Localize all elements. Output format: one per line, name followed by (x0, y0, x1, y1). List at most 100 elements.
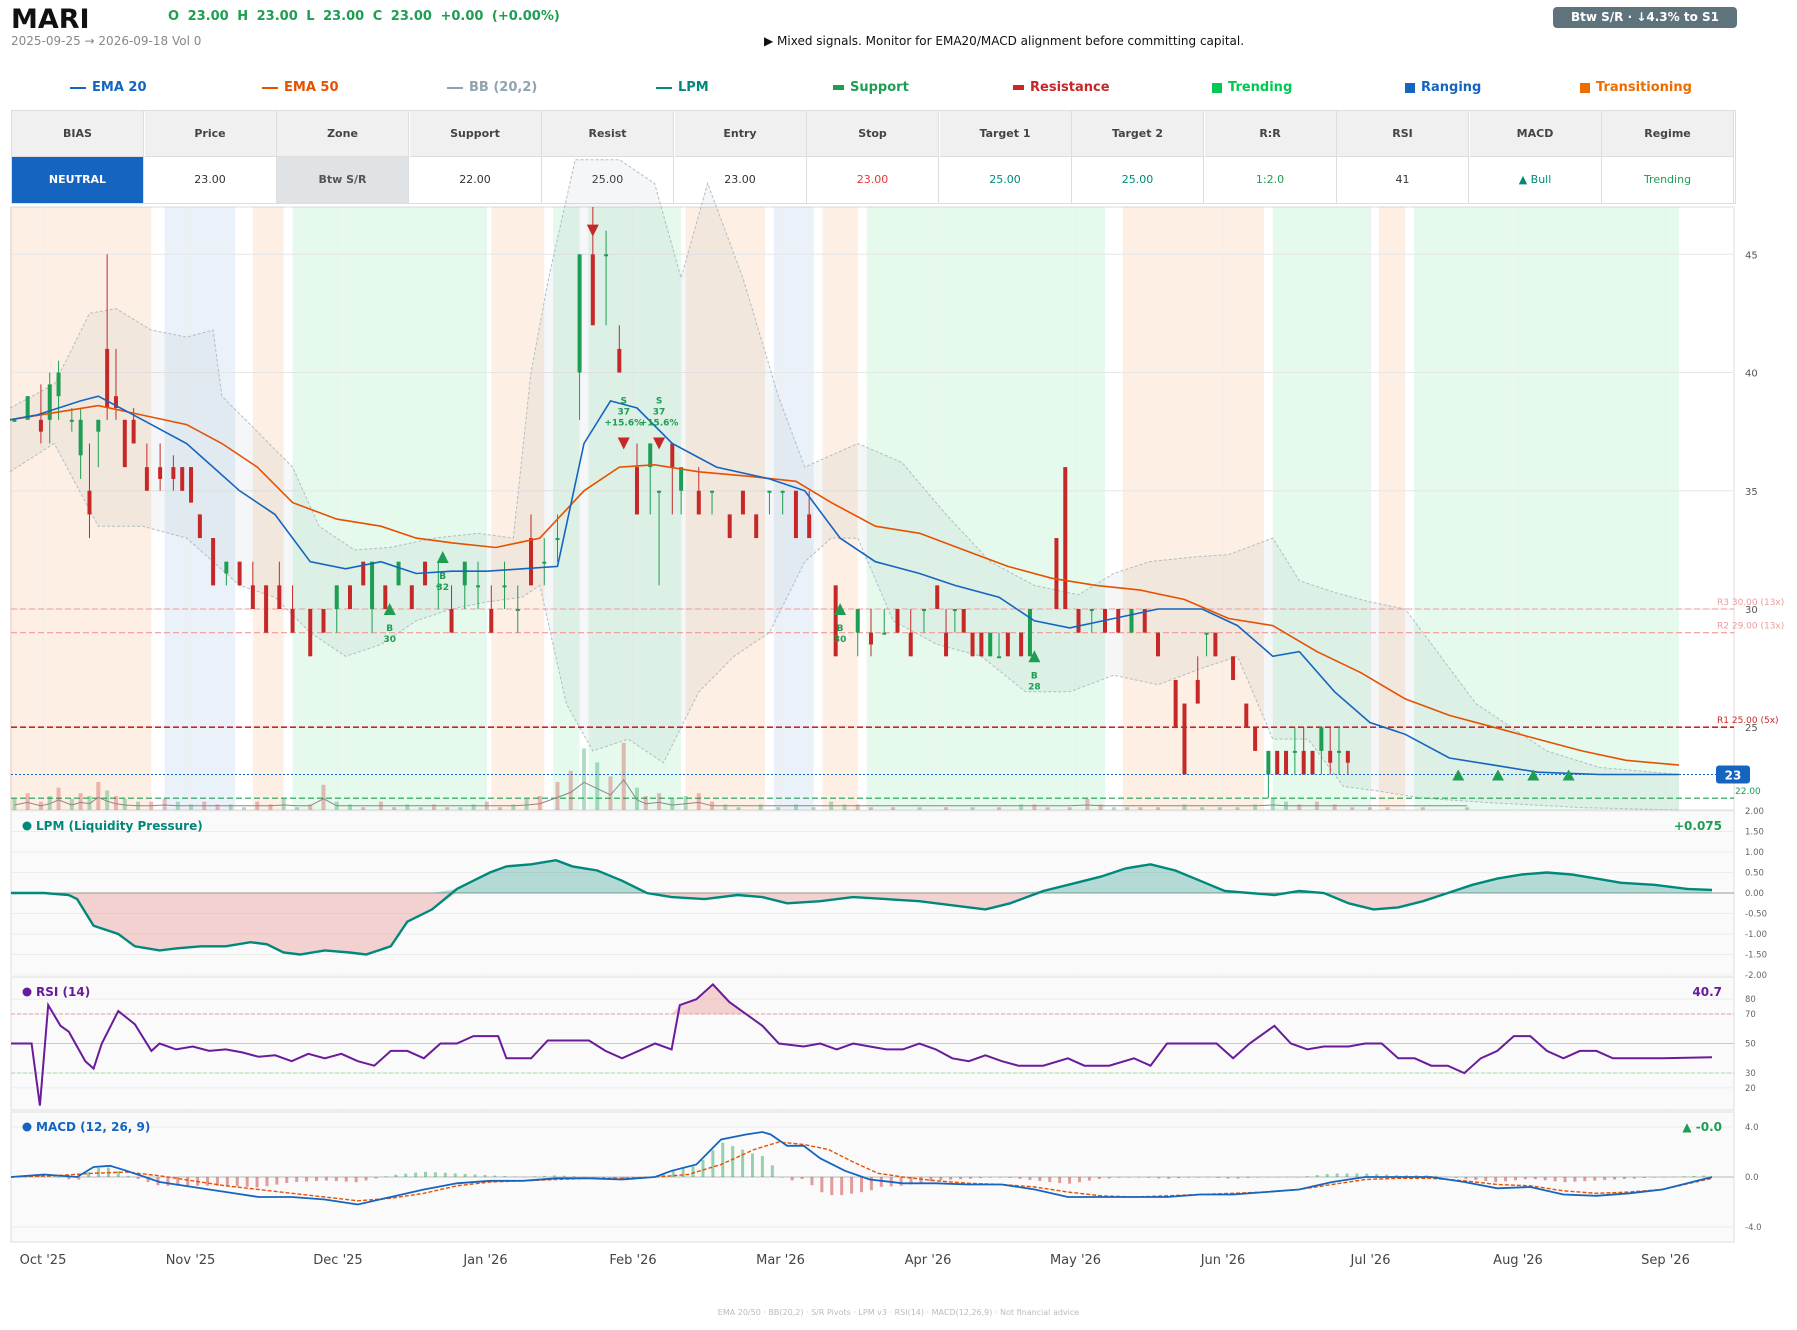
candle-body (997, 656, 1002, 659)
macd-histogram-bar (1226, 1177, 1230, 1179)
candle-body (1129, 609, 1134, 633)
panel-dot-icon (22, 987, 32, 997)
volume-bar (1067, 807, 1072, 810)
bb-lower-line (9, 442, 1680, 811)
macd-histogram-bar (810, 1177, 814, 1186)
macd-histogram-bar (582, 1176, 586, 1178)
macd-histogram-bar (225, 1177, 229, 1186)
macd-histogram-bar (1533, 1177, 1537, 1180)
macd-histogram-bar (671, 1169, 675, 1177)
y-tick-label: -2.00 (1745, 971, 1767, 981)
y-tick-label: 1.50 (1745, 828, 1764, 838)
volume-bar (1297, 804, 1302, 810)
y-tick-label: 45 (1745, 250, 1758, 261)
candle-body (754, 514, 759, 539)
macd-histogram-bar (780, 1177, 784, 1178)
buy-signal-marker (1491, 769, 1504, 781)
macd-histogram-bar (929, 1177, 933, 1182)
macd-histogram-bar (443, 1172, 447, 1177)
volume-bar (1235, 807, 1240, 810)
table-header: Target 1 (939, 111, 1072, 157)
macd-histogram-bar (394, 1174, 398, 1177)
y-tick-label: 40 (1745, 369, 1758, 380)
volume-bar (736, 807, 741, 810)
metrics-table: BIAS NEUTRAL Price 23.00 Zone Btw S/R Support 2… (11, 110, 1736, 204)
volume-bar (595, 762, 600, 810)
rsi-line (11, 983, 1713, 1106)
sr-level-label: 22.00 (1735, 787, 1761, 797)
ema50-line (9, 404, 1680, 766)
y-tick-label: 30 (1745, 1069, 1756, 1079)
macd-histogram-bar (1662, 1176, 1666, 1178)
macd-histogram-bar (67, 1177, 71, 1180)
candle-body (462, 561, 467, 586)
volume-bar (392, 807, 397, 810)
volume-bar (347, 804, 352, 810)
table-cell: 23.00 (145, 157, 277, 203)
candle-body (158, 467, 163, 479)
macd-histogram-bar (741, 1149, 745, 1177)
macd-histogram-bar (1058, 1177, 1062, 1184)
y-tick-label: -4.0 (1745, 1223, 1762, 1233)
buy-signal-label: B (1031, 671, 1038, 681)
volume-bar (189, 804, 194, 810)
macd-histogram-bar (751, 1153, 755, 1177)
candle-body (670, 443, 675, 468)
macd-histogram-bar (1107, 1177, 1111, 1179)
macd-histogram-bar (1256, 1177, 1260, 1178)
macd-histogram-bar (523, 1176, 527, 1178)
macd-histogram-bar (939, 1177, 943, 1181)
macd-histogram-bar (116, 1171, 120, 1177)
volume-bar (944, 807, 949, 810)
macd-histogram-bar (1583, 1177, 1587, 1182)
sell-signal-marker (653, 437, 666, 450)
candle-body (908, 632, 913, 657)
macd-histogram-bar (275, 1177, 279, 1185)
table-header: Stop (807, 111, 939, 157)
volume-bar (113, 796, 118, 810)
macd-histogram-bar (622, 1177, 626, 1179)
table-cell: ▲ Bull (1470, 157, 1602, 203)
panel-dot-icon (22, 1122, 32, 1132)
volume-bar (917, 807, 922, 810)
sell-signal-label: S (656, 396, 662, 406)
macd-histogram-bar (1613, 1177, 1617, 1180)
volume-bar (445, 807, 450, 810)
volume-bar (458, 807, 463, 810)
buy-signal-marker (1028, 650, 1041, 663)
macd-histogram-bar (176, 1177, 180, 1186)
volume-bar (997, 807, 1002, 810)
regime-band (252, 207, 284, 810)
volume-bar (47, 796, 52, 810)
table-cell: 25.00 (542, 157, 674, 203)
macd-histogram-bar (37, 1175, 41, 1177)
macd-histogram-bar (1504, 1177, 1508, 1182)
x-tick-label: Sep '26 (1641, 1253, 1690, 1268)
candle-body (308, 609, 313, 657)
candle-body (529, 538, 534, 586)
regime-band (491, 207, 545, 810)
panel-last-value: ▲ -0.0 (1682, 1120, 1722, 1134)
legend-item: EMA 50 (262, 80, 339, 95)
panel-title: MACD (12, 26, 9) (36, 1120, 150, 1134)
candle-body (882, 632, 887, 635)
candle-body (1266, 750, 1271, 775)
candle-body (793, 490, 798, 539)
y-tick-label: -1.50 (1745, 951, 1767, 961)
candle-body (1328, 750, 1333, 763)
macd-histogram-bar (77, 1177, 81, 1180)
macd-histogram-bar (473, 1174, 477, 1177)
chart-legend: EMA 20 EMA 50 BB (20,2) LPM Support Resistanc… (0, 80, 1797, 100)
candle-body (370, 561, 375, 609)
candle-body (502, 585, 507, 588)
sr-level-label: R1 25.00 (5x) (1717, 716, 1779, 726)
macd-histogram-bar (1196, 1177, 1200, 1178)
volume-bar (657, 793, 662, 810)
legend-swatch (70, 86, 86, 89)
volume-bar (776, 807, 781, 810)
volume-bar (643, 796, 648, 810)
buy-signal-marker (1452, 769, 1465, 781)
macd-histogram-bar (988, 1177, 992, 1178)
regime-band (10, 207, 152, 810)
y-tick-label: -1.00 (1745, 930, 1767, 940)
